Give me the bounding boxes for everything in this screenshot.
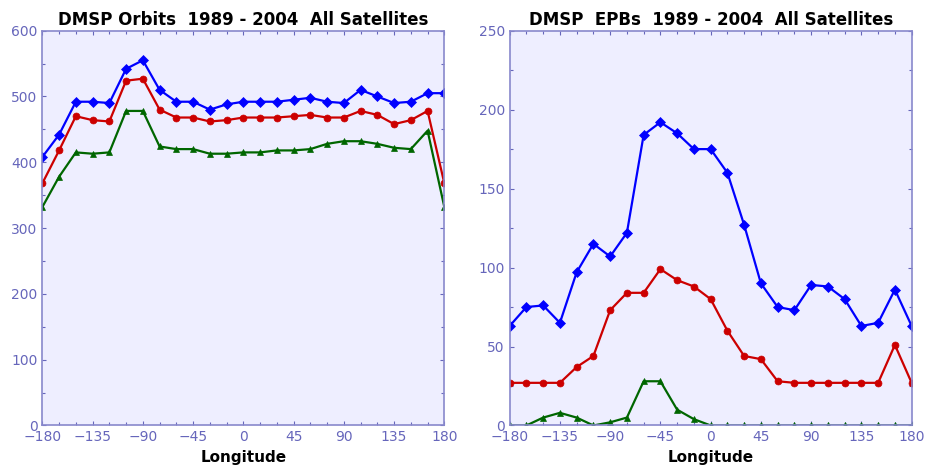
- Title: DMSP Orbits  1989 - 2004  All Satellites: DMSP Orbits 1989 - 2004 All Satellites: [58, 11, 429, 29]
- X-axis label: Longitude: Longitude: [200, 450, 286, 465]
- Title: DMSP  EPBs  1989 - 2004  All Satellites: DMSP EPBs 1989 - 2004 All Satellites: [529, 11, 893, 29]
- X-axis label: Longitude: Longitude: [667, 450, 753, 465]
